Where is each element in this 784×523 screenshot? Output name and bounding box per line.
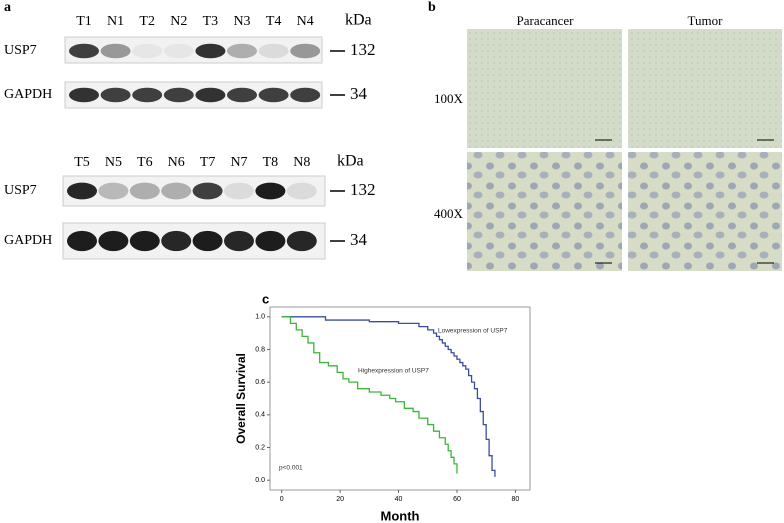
- lane-label: N5: [105, 155, 122, 170]
- marker-size: 34: [350, 84, 368, 103]
- row-label: USP7: [4, 43, 37, 58]
- lane-label: T3: [203, 14, 219, 29]
- y-tick-label: 0.4: [255, 412, 265, 419]
- lane-label: T6: [137, 155, 153, 170]
- band: [255, 230, 286, 252]
- micrograph: [467, 152, 622, 271]
- row-label: USP7: [4, 183, 37, 198]
- y-tick-label: 0.6: [255, 379, 265, 386]
- panel-label: a: [4, 0, 11, 15]
- band: [100, 87, 131, 103]
- band: [67, 230, 97, 252]
- row-label: 400X: [434, 206, 464, 221]
- lane-label: T5: [74, 155, 90, 170]
- band: [163, 43, 194, 59]
- y-axis-label: Overall Survival: [234, 353, 248, 444]
- lane-label: N4: [297, 14, 314, 29]
- band: [290, 87, 321, 103]
- x-tick-label: 80: [511, 496, 519, 503]
- band: [224, 230, 254, 252]
- micrograph: [467, 29, 622, 148]
- lane-label: N3: [233, 14, 250, 29]
- row-label: 100X: [434, 91, 464, 106]
- row-label: GAPDH: [4, 87, 52, 102]
- band: [195, 43, 226, 59]
- band: [192, 230, 223, 252]
- y-tick-label: 0.2: [255, 444, 265, 451]
- panel-label: b: [428, 0, 436, 15]
- marker-size: 132: [350, 180, 376, 199]
- band: [69, 43, 99, 59]
- band: [227, 43, 257, 59]
- marker-size: 132: [350, 40, 376, 59]
- lane-label: T7: [200, 155, 216, 170]
- y-tick-label: 1.0: [255, 314, 265, 321]
- annotation: Lowexpression of USP7: [438, 328, 508, 335]
- micrograph: [628, 152, 782, 271]
- lane-label: N2: [170, 14, 187, 29]
- band: [224, 182, 254, 200]
- lane-label: T1: [76, 14, 92, 29]
- lane-label: T2: [139, 14, 155, 29]
- y-tick-label: 0.8: [255, 346, 265, 353]
- band: [290, 43, 321, 59]
- survival-curve: [281, 316, 458, 474]
- blot-strip: [64, 36, 323, 64]
- column-label: Paracancer: [516, 13, 574, 28]
- unit-label: kDa: [337, 153, 364, 170]
- lane-label: N7: [230, 155, 247, 170]
- unit-label: kDa: [345, 12, 372, 29]
- panel-b-images: [467, 29, 782, 271]
- lane-label: N8: [293, 155, 310, 170]
- x-tick-label: 40: [395, 496, 403, 503]
- plot-frame: [269, 306, 531, 491]
- band: [286, 230, 317, 252]
- band: [100, 43, 131, 59]
- column-label: Tumor: [688, 13, 724, 28]
- band: [227, 87, 257, 103]
- band: [69, 87, 99, 103]
- band: [129, 230, 160, 252]
- x-tick-label: 60: [453, 496, 461, 503]
- band: [161, 230, 192, 252]
- annotation: p<0.001: [279, 465, 303, 472]
- band: [255, 182, 286, 200]
- band: [195, 87, 226, 103]
- lane-label: T4: [266, 14, 282, 29]
- x-axis-label: Month: [381, 508, 420, 523]
- band: [67, 182, 97, 200]
- band: [129, 182, 160, 200]
- marker-size: 34: [350, 230, 368, 249]
- band: [163, 87, 194, 103]
- band: [98, 182, 129, 200]
- y-tick-label: 0.0: [255, 477, 265, 484]
- micrograph: [628, 29, 782, 148]
- survival-curve: [281, 316, 496, 477]
- band: [258, 87, 289, 103]
- band: [161, 182, 192, 200]
- band: [132, 87, 163, 103]
- band: [192, 182, 223, 200]
- row-label: GAPDH: [4, 233, 52, 248]
- lane-label: T8: [263, 155, 279, 170]
- lane-label: N6: [168, 155, 185, 170]
- panel-label: c: [262, 291, 269, 306]
- band: [132, 43, 163, 59]
- band: [98, 230, 129, 252]
- band: [258, 43, 289, 59]
- lane-label: N1: [107, 14, 124, 29]
- x-tick-label: 20: [336, 496, 344, 503]
- x-tick-label: 0: [280, 496, 284, 503]
- band: [286, 182, 317, 200]
- annotation: Highexpression of USP7: [358, 368, 429, 375]
